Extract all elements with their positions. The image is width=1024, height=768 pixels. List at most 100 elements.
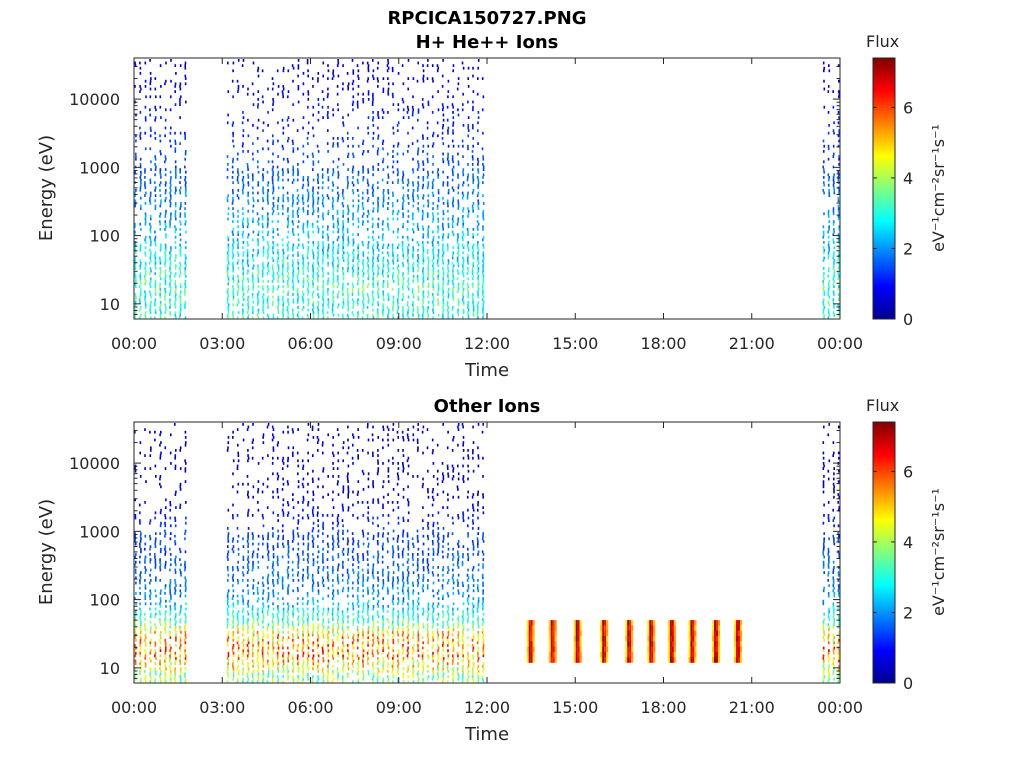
spectrogram-cell	[347, 300, 349, 304]
spectrogram-cell	[322, 287, 325, 291]
spectrogram-cell	[139, 615, 141, 619]
spectrogram-cell	[422, 204, 425, 208]
spectrogram-cell	[154, 241, 157, 244]
spectrogram-cell	[306, 155, 309, 158]
spectrogram-cell	[272, 313, 275, 317]
spectrogram-cell	[461, 217, 464, 221]
spectrogram-cell	[297, 64, 300, 67]
spectrogram-cell	[332, 222, 335, 226]
spectrogram-cell	[382, 280, 385, 283]
spectrogram-cell	[833, 241, 835, 244]
spectrogram-cell	[282, 311, 284, 314]
spectrogram-cell	[311, 280, 314, 283]
spectrogram-cell	[282, 285, 284, 288]
spectrogram-cell	[342, 235, 344, 239]
spectrogram-cell	[174, 589, 177, 593]
spectrogram-cell	[232, 638, 235, 642]
spectrogram-cell	[837, 215, 840, 218]
spectrogram-cell	[179, 233, 182, 236]
spectrogram-cell	[185, 501, 187, 504]
spectrogram-cell	[397, 228, 399, 231]
spectrogram-cell	[154, 430, 156, 434]
spectrogram-cell	[332, 225, 335, 229]
spectrogram-cell	[134, 498, 136, 502]
spectrogram-cell	[272, 290, 274, 294]
spectrogram-cell	[397, 243, 400, 247]
spectrogram-cell	[377, 272, 379, 275]
spectrogram-cell	[366, 178, 369, 182]
spectrogram-cell	[287, 625, 289, 629]
spectrogram-cell	[282, 66, 285, 70]
spectrogram-cell	[327, 209, 330, 213]
spectrogram-cell	[302, 659, 305, 663]
spectrogram-cell	[292, 532, 295, 535]
spectrogram-cell	[261, 644, 264, 647]
spectrogram-cell	[297, 485, 300, 489]
spectrogram-cell	[242, 618, 245, 621]
spectrogram-cell	[377, 186, 379, 190]
spectrogram-cell	[437, 254, 439, 257]
spectrogram-cell	[242, 230, 245, 234]
spectrogram-cell	[246, 571, 249, 574]
spectrogram-cell	[462, 222, 464, 226]
spectrogram-cell	[332, 69, 335, 73]
spectrogram-cell	[261, 222, 264, 226]
spectrogram-cell	[382, 87, 385, 91]
spectrogram-cell	[281, 272, 284, 275]
spectrogram-cell	[482, 202, 485, 205]
spectrogram-cell	[462, 274, 465, 278]
spectrogram-cell	[457, 303, 460, 307]
spectrogram-cell	[381, 116, 384, 119]
spectrogram-cell	[307, 74, 309, 78]
spectrogram-cell	[184, 563, 186, 567]
spectrogram-cell	[287, 230, 290, 234]
spectrogram-cell	[377, 196, 379, 200]
spectrogram-cell	[337, 108, 339, 112]
spectrogram-cell	[144, 316, 147, 319]
spectrogram-cell	[267, 261, 270, 265]
spectrogram-cell	[437, 168, 439, 171]
spectrogram-cell	[179, 636, 182, 639]
spectrogram-cell	[357, 199, 360, 203]
spectrogram-cell	[159, 677, 162, 681]
spectrogram-cell	[477, 168, 479, 171]
spectrogram-cell	[292, 636, 294, 639]
spectrogram-cell	[312, 480, 314, 483]
spectrogram-cell	[134, 233, 136, 236]
spectrogram-cell	[357, 274, 359, 278]
spectrogram-cell	[452, 111, 454, 114]
spectrogram-cell	[175, 173, 177, 177]
spectrogram-cell	[407, 277, 410, 281]
spectrogram-cell	[252, 259, 255, 262]
spectrogram-cell	[154, 540, 157, 543]
spectrogram-cell	[297, 542, 300, 546]
y-tick-label: 10	[100, 295, 120, 314]
spectrogram-cell	[237, 220, 239, 223]
spectrogram-cell	[466, 196, 469, 200]
spectrogram-cell	[267, 160, 270, 164]
spectrogram-cell	[150, 612, 152, 616]
spectrogram-cell	[412, 111, 414, 114]
spectrogram-cell	[346, 131, 349, 135]
spectrogram-cell	[451, 186, 454, 190]
spectrogram-cell	[262, 662, 265, 665]
spectrogram-cell	[307, 269, 309, 273]
spectrogram-cell	[247, 592, 250, 595]
spectrogram-cell	[232, 181, 234, 184]
spectrogram-cell	[272, 139, 274, 143]
spectrogram-cell	[322, 61, 325, 65]
spectrogram-cell	[174, 274, 176, 278]
spectrogram-cell	[472, 264, 475, 268]
spectrogram-cell	[832, 238, 834, 242]
spectrogram-cell	[387, 282, 389, 286]
spectrogram-cell	[155, 532, 157, 535]
spectrogram-cell	[139, 280, 142, 283]
spectrogram-cell	[427, 170, 429, 174]
spectrogram-cell	[226, 290, 229, 294]
spectrogram-cell	[184, 532, 186, 535]
spectrogram-cell	[247, 168, 249, 171]
spectrogram-cell	[417, 209, 420, 213]
spectrogram-cell	[232, 485, 234, 489]
spectrogram-cell	[272, 316, 275, 319]
spectrogram-cell	[237, 233, 239, 236]
